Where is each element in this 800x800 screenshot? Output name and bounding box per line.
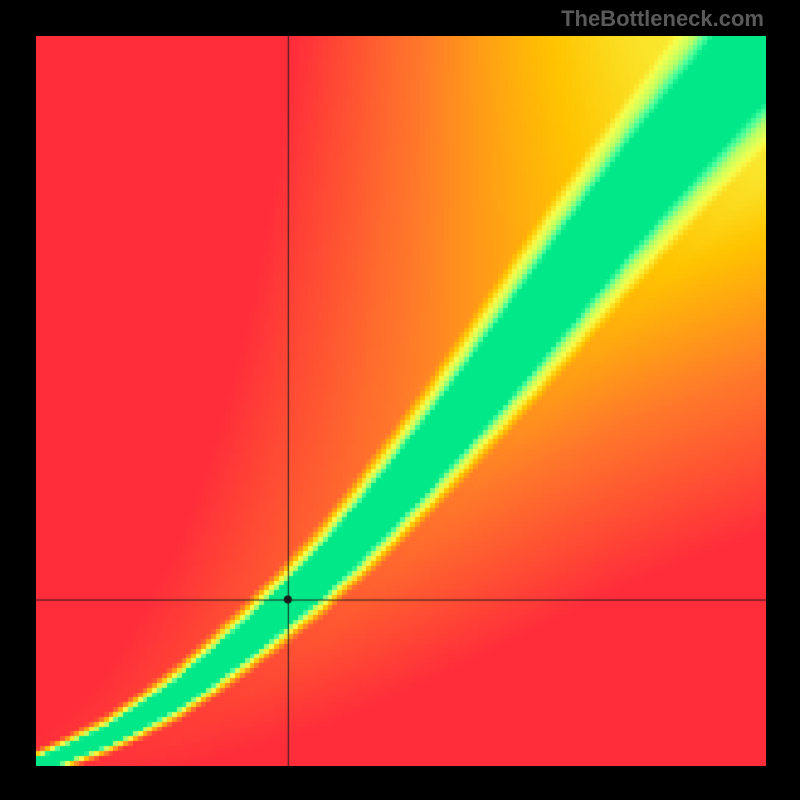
attribution-text: TheBottleneck.com <box>561 6 764 32</box>
bottleneck-heatmap <box>36 36 766 766</box>
chart-container: TheBottleneck.com <box>0 0 800 800</box>
plot-area <box>36 36 766 766</box>
